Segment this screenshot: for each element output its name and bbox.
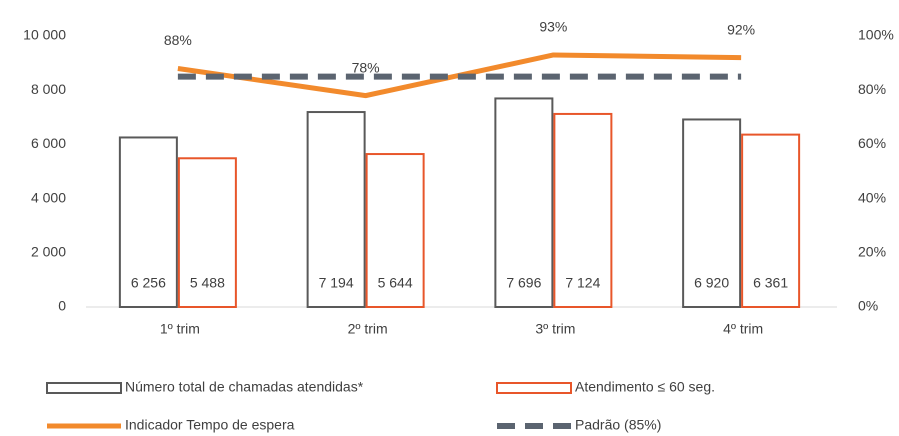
bar xyxy=(118,136,178,308)
bar xyxy=(365,153,425,308)
bar xyxy=(494,97,554,308)
bar-value-label: 7 124 xyxy=(565,275,600,291)
bar xyxy=(682,118,742,308)
bar xyxy=(306,111,366,308)
bar-value-label: 6 256 xyxy=(131,275,166,291)
bar-value-label: 5 488 xyxy=(190,275,225,291)
x-tick-label: 1º trim xyxy=(160,321,200,337)
line-value-label: 93% xyxy=(539,19,567,35)
y-tick-label: 0 xyxy=(58,298,66,314)
y2-tick-label: 20% xyxy=(858,244,886,260)
bar xyxy=(741,133,801,308)
bar-value-label: 7 194 xyxy=(319,275,354,291)
legend-swatch xyxy=(496,382,572,394)
y2-tick-label: 60% xyxy=(858,135,886,151)
line-value-label: 88% xyxy=(164,32,192,48)
y2-tick-label: 100% xyxy=(858,27,894,43)
line-value-label: 92% xyxy=(727,21,755,37)
y2-tick-label: 40% xyxy=(858,189,886,205)
legend-label: Padrão (85%) xyxy=(575,417,661,433)
x-tick-label: 3º trim xyxy=(535,321,575,337)
bar-value-label: 6 920 xyxy=(694,275,729,291)
x-tick-label: 2º trim xyxy=(348,321,388,337)
y-tick-label: 4 000 xyxy=(31,189,66,205)
legend-swatch xyxy=(46,382,122,394)
y-tick-label: 10 000 xyxy=(23,27,66,43)
legend-label: Número total de chamadas atendidas* xyxy=(125,379,364,395)
legend-label: Indicador Tempo de espera xyxy=(125,417,295,433)
y-tick-label: 6 000 xyxy=(31,135,66,151)
y-tick-label: 2 000 xyxy=(31,244,66,260)
line-value-label: 78% xyxy=(352,59,380,75)
bar-value-label: 7 696 xyxy=(506,275,541,291)
bar-value-label: 5 644 xyxy=(378,275,413,291)
y-tick-label: 8 000 xyxy=(31,81,66,97)
bar-value-label: 6 361 xyxy=(753,275,788,291)
y2-tick-label: 80% xyxy=(858,81,886,97)
x-tick-label: 4º trim xyxy=(723,321,763,337)
y2-tick-label: 0% xyxy=(858,298,878,314)
bar xyxy=(177,157,237,308)
bar xyxy=(553,112,613,308)
legend-label: Atendimento ≤ 60 seg. xyxy=(575,379,715,395)
